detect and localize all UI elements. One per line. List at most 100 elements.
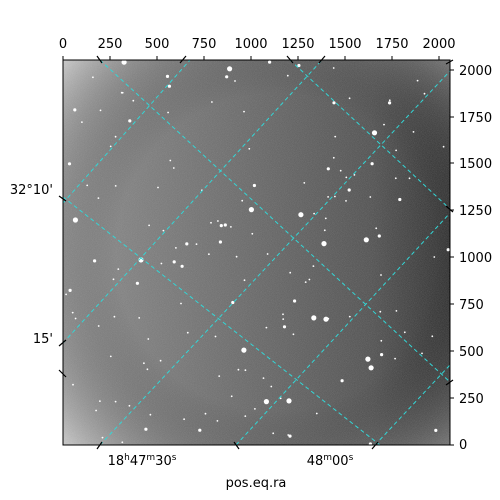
star — [332, 101, 336, 105]
star — [121, 441, 124, 444]
x-axis-title: pos.eq.ra — [226, 476, 287, 491]
star — [101, 436, 104, 439]
star — [218, 240, 222, 244]
ra-tick-label-2: 48m00s — [307, 453, 354, 469]
right-tick-label: 1000 — [459, 251, 492, 266]
top-tick-label: 1500 — [328, 37, 361, 52]
star — [369, 196, 372, 198]
star — [71, 311, 74, 314]
star — [394, 177, 397, 180]
star — [149, 413, 152, 416]
star — [408, 177, 411, 180]
star — [272, 432, 275, 435]
star — [380, 353, 384, 357]
star — [143, 362, 145, 365]
star — [334, 195, 336, 198]
star — [326, 167, 330, 171]
star — [365, 356, 371, 362]
star — [146, 368, 149, 371]
star — [165, 74, 170, 78]
star — [265, 326, 268, 329]
star — [74, 317, 77, 320]
star — [244, 415, 247, 417]
star — [446, 248, 450, 252]
top-tick-label: 1250 — [281, 37, 314, 52]
star — [311, 315, 317, 321]
star — [214, 335, 217, 338]
star — [433, 256, 436, 258]
grid-line-dec-1 — [63, 60, 191, 204]
star — [223, 223, 227, 227]
wcs-tick-marks — [58, 55, 454, 450]
star — [270, 385, 273, 388]
star — [292, 333, 295, 336]
star — [312, 265, 315, 267]
star — [113, 315, 116, 318]
right-tick-label: 1500 — [459, 157, 492, 172]
star — [230, 395, 233, 398]
star — [371, 130, 378, 136]
star — [218, 375, 221, 377]
star — [157, 186, 159, 189]
star — [195, 243, 198, 246]
star — [93, 259, 97, 263]
star — [380, 339, 383, 342]
star — [248, 207, 254, 213]
star — [347, 188, 351, 192]
star — [388, 99, 391, 102]
star — [251, 232, 254, 235]
astronomical-image — [63, 60, 450, 445]
star — [334, 135, 337, 138]
star-field — [65, 60, 450, 445]
star — [348, 97, 351, 100]
star — [138, 317, 141, 319]
right-tick-label: 2000 — [459, 64, 492, 79]
star — [293, 299, 297, 303]
star — [388, 101, 392, 105]
right-tick-label: 500 — [459, 345, 484, 360]
star — [86, 184, 89, 187]
star — [363, 237, 369, 243]
star — [219, 224, 223, 228]
star — [230, 226, 232, 228]
top-tick-label: 1750 — [375, 37, 408, 52]
right-tick-label: 0 — [459, 438, 467, 453]
star — [431, 335, 434, 338]
star — [204, 412, 207, 415]
star — [368, 442, 372, 445]
top-tick-label: 750 — [192, 37, 217, 52]
star — [282, 313, 284, 316]
grid-line-ra-3 — [289, 60, 450, 210]
star — [286, 74, 289, 77]
star — [162, 229, 165, 232]
star — [268, 60, 272, 64]
star — [95, 409, 97, 412]
grid-line-dec-4 — [235, 212, 450, 445]
star — [375, 227, 378, 230]
star — [248, 147, 251, 150]
star — [345, 200, 347, 202]
star — [135, 281, 139, 285]
star — [313, 212, 315, 215]
star — [323, 316, 329, 322]
star — [353, 174, 356, 176]
star — [180, 264, 184, 268]
plot-frame — [62, 59, 451, 446]
star — [383, 123, 385, 126]
star — [99, 400, 101, 402]
star — [416, 79, 419, 82]
star — [231, 300, 235, 305]
star — [114, 185, 117, 187]
star — [395, 310, 398, 312]
star — [235, 255, 238, 258]
star — [114, 400, 117, 403]
star — [298, 212, 304, 218]
ra-tick-label-1: 18h47m30s — [108, 453, 177, 469]
star — [172, 167, 175, 169]
star — [175, 247, 177, 249]
star — [227, 66, 233, 72]
star — [183, 418, 186, 421]
star — [97, 197, 100, 200]
star — [121, 60, 127, 65]
